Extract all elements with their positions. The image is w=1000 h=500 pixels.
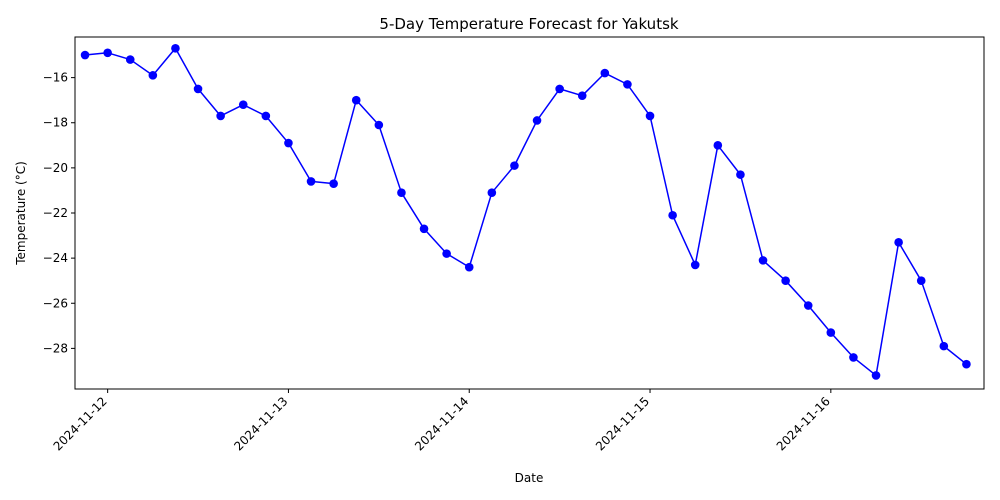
data-point bbox=[690, 260, 700, 270]
x-tick-label: 2024-11-13 bbox=[231, 394, 290, 453]
data-point bbox=[329, 179, 338, 188]
data-point bbox=[397, 188, 406, 197]
x-axis-label: Date bbox=[515, 471, 544, 485]
y-tick-label: −26 bbox=[43, 296, 68, 310]
data-point bbox=[623, 80, 632, 89]
data-point bbox=[532, 116, 542, 125]
data-point bbox=[894, 238, 903, 247]
y-tick-label: −18 bbox=[43, 116, 68, 130]
data-point bbox=[374, 120, 384, 130]
data-point bbox=[849, 353, 858, 362]
series-line bbox=[84, 47, 967, 377]
x-tick-label: 2024-11-15 bbox=[593, 394, 652, 453]
data-point bbox=[80, 50, 90, 60]
data-point bbox=[171, 43, 180, 53]
data-point bbox=[916, 276, 926, 285]
data-point bbox=[125, 55, 135, 64]
data-point bbox=[193, 84, 203, 94]
plot-area: −16 −18 −20 −22 −24 −26 −28 2024-11-12 2024-11-1… bbox=[43, 36, 985, 453]
data-point bbox=[419, 224, 429, 234]
data-point bbox=[668, 210, 677, 220]
data-point bbox=[736, 170, 745, 179]
y-tick-label: −24 bbox=[43, 251, 68, 265]
data-point bbox=[510, 161, 519, 170]
plot-frame bbox=[74, 36, 985, 390]
data-point bbox=[261, 111, 271, 121]
data-point bbox=[577, 91, 587, 100]
data-point bbox=[306, 177, 316, 186]
data-point bbox=[238, 100, 248, 109]
data-point bbox=[103, 48, 112, 58]
data-point bbox=[939, 341, 949, 351]
y-tick-label: −16 bbox=[43, 71, 68, 85]
x-tick-label: 2024-11-14 bbox=[412, 394, 471, 453]
data-point bbox=[600, 68, 610, 78]
data-point bbox=[351, 95, 361, 105]
data-point bbox=[645, 111, 655, 121]
data-point bbox=[487, 188, 497, 197]
y-axis-label: Temperature (°C) bbox=[14, 161, 28, 266]
data-point bbox=[781, 276, 790, 285]
data-point bbox=[555, 84, 564, 94]
data-point bbox=[803, 301, 813, 310]
x-tick-label: 2024-11-16 bbox=[774, 394, 833, 453]
data-point bbox=[826, 328, 836, 337]
data-point bbox=[713, 141, 723, 150]
data-point bbox=[962, 359, 971, 369]
y-tick-label: −28 bbox=[43, 341, 68, 355]
data-point bbox=[464, 262, 474, 272]
y-tick-label: −22 bbox=[43, 206, 68, 220]
data-point bbox=[758, 256, 768, 265]
x-tick-label: 2024-11-12 bbox=[51, 394, 110, 453]
data-point bbox=[216, 111, 225, 121]
data-point bbox=[871, 371, 881, 380]
y-tick-label: −20 bbox=[43, 161, 68, 175]
data-point bbox=[148, 71, 158, 80]
chart-title: 5-Day Temperature Forecast for Yakutsk bbox=[379, 15, 678, 33]
data-point bbox=[284, 138, 293, 148]
data-point bbox=[442, 249, 451, 258]
